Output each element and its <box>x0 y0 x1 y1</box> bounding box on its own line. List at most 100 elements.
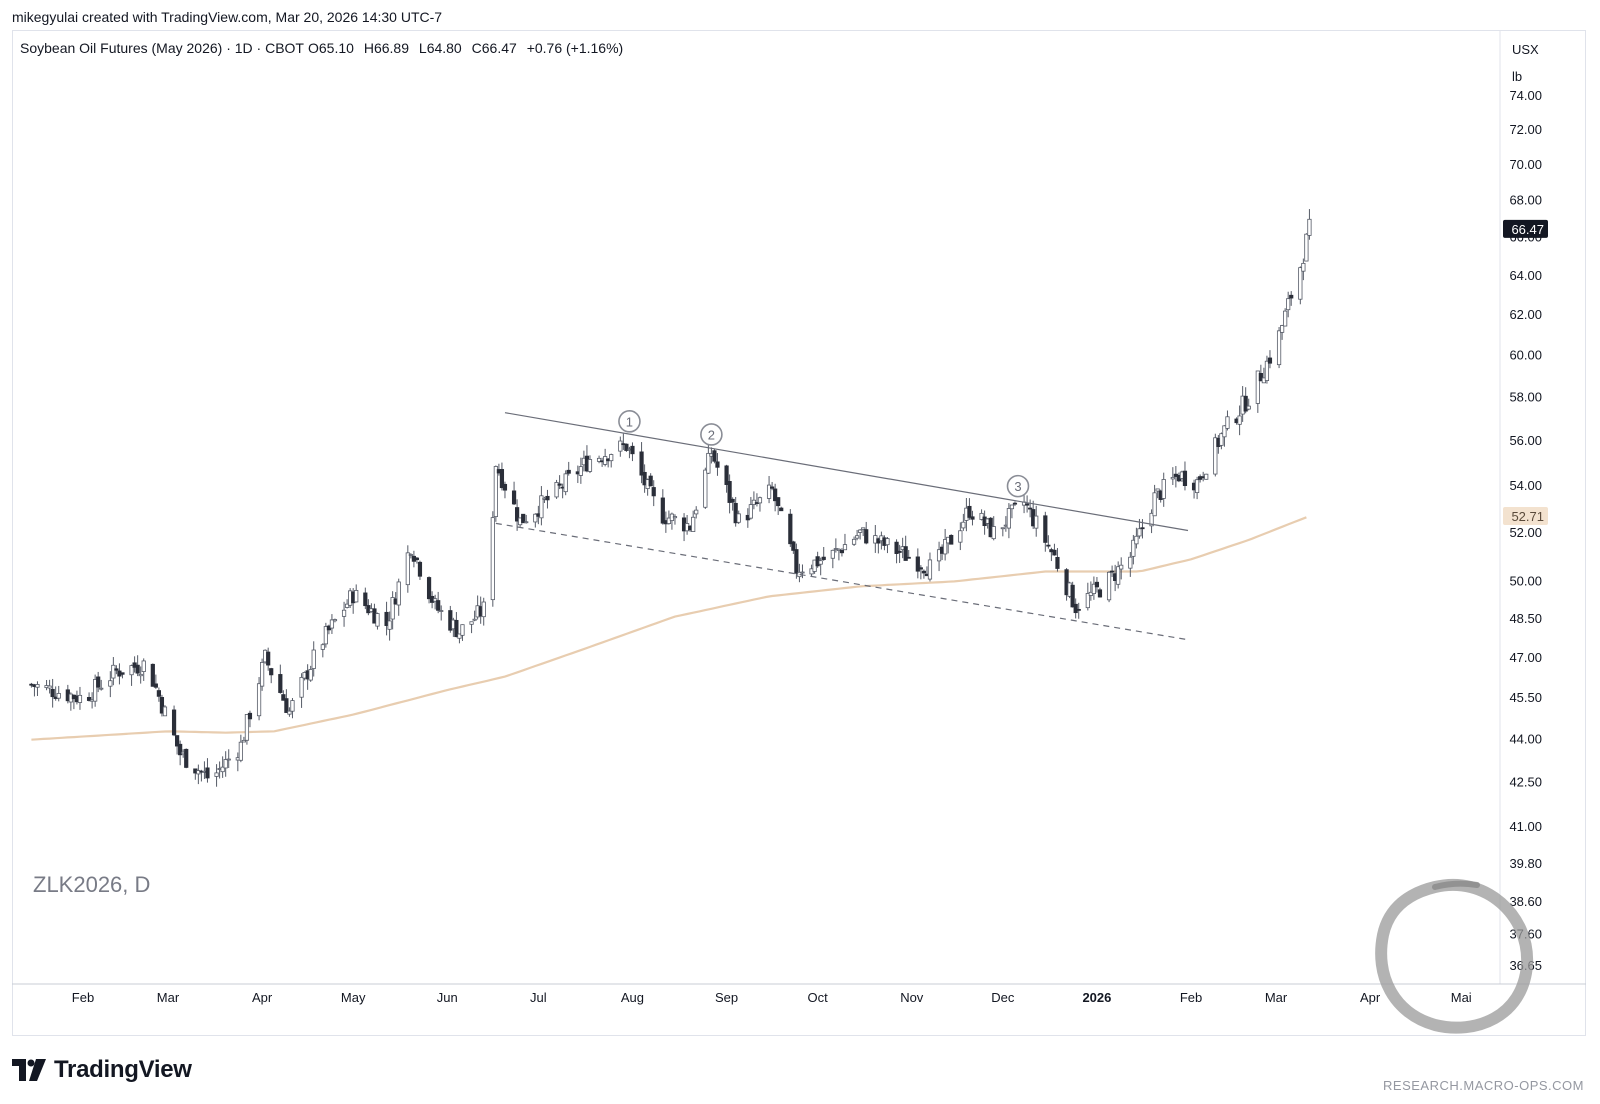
candle-up <box>472 618 477 621</box>
candle-down <box>284 698 289 713</box>
candle-up <box>396 581 401 606</box>
time-tick-label: Mar <box>1265 990 1288 1005</box>
moving-average-price-label: 52.71 <box>1511 509 1544 524</box>
candle-down <box>715 461 720 468</box>
wave-marker-2[interactable]: 2 <box>700 423 723 446</box>
candle-down <box>454 619 459 638</box>
moving-average-price-badge <box>1503 507 1548 526</box>
candle-down <box>266 651 271 666</box>
candle-up <box>943 539 948 555</box>
candle-down <box>86 697 92 701</box>
candle-down <box>906 556 911 559</box>
time-tick-label: Mai <box>1451 990 1472 1005</box>
candle-up <box>1264 360 1270 381</box>
time-axis[interactable]: Feb Mar Apr May Jun Jul Aug Sep Oct Nov Dec 2026 Feb… <box>72 990 1472 1005</box>
candle-up <box>691 516 696 532</box>
candle-down <box>156 690 161 697</box>
price-tick-label: 52.00 <box>1509 525 1542 540</box>
candle-down <box>96 676 101 688</box>
candle-up <box>858 529 863 533</box>
candle-down <box>120 672 125 675</box>
candle-up <box>1237 415 1242 425</box>
candle-down <box>1110 570 1115 573</box>
candle-up <box>1034 515 1039 529</box>
candle-up <box>99 687 104 690</box>
candle-up <box>226 758 231 761</box>
website-watermark: RESEARCH.MACRO-OPS.COM <box>1383 1078 1584 1093</box>
candle-up <box>927 559 933 580</box>
candle-up <box>936 549 942 562</box>
price-tick-label: 68.00 <box>1509 193 1542 208</box>
candle-down <box>184 748 189 768</box>
price-tick-label: 74.00 <box>1509 88 1542 103</box>
candle-up <box>1304 233 1309 262</box>
candle-up <box>554 482 559 498</box>
candle-down <box>1064 569 1069 596</box>
candle-down <box>278 674 283 693</box>
ohlc-c-value: 66.47 <box>482 40 517 56</box>
unit-label: lb <box>1512 69 1522 84</box>
wave-marker-3[interactable]: 3 <box>1006 474 1030 498</box>
candle-down <box>642 471 647 486</box>
ohlc-readout: O65.10 H66.89 L64.80 C66.47 +0.76 (+1.16… <box>308 40 623 56</box>
price-tick-label: 60.00 <box>1509 348 1542 363</box>
candle-up <box>1116 566 1121 585</box>
tradingview-logo[interactable]: TradingView <box>12 1056 192 1084</box>
wave-marker-1[interactable]: 1 <box>618 410 641 433</box>
candle-down <box>1267 357 1273 364</box>
candle-up <box>238 741 243 761</box>
candle-down <box>1046 544 1051 547</box>
candle-down <box>1073 603 1078 614</box>
candle-up <box>47 685 52 689</box>
wave-marker-label: 2 <box>708 427 715 442</box>
candle-up <box>1161 479 1166 499</box>
candle-up <box>1170 476 1175 480</box>
candle-down <box>1055 556 1060 569</box>
candle-down <box>864 529 869 544</box>
candle-up <box>1276 330 1282 366</box>
candle-down <box>150 663 155 687</box>
candle-up <box>332 619 338 622</box>
candle-up <box>35 684 40 688</box>
candle-up <box>958 530 963 543</box>
candle-up <box>408 554 413 556</box>
candle-up <box>108 680 113 687</box>
candle-up <box>1149 512 1154 527</box>
candle-down <box>779 507 784 512</box>
candle-up <box>1225 416 1230 429</box>
candle-down <box>770 486 775 489</box>
price-tick-label: 39.80 <box>1509 856 1542 871</box>
candle-up <box>800 571 805 574</box>
candle-up <box>757 497 763 504</box>
price-tick-label: 54.00 <box>1509 478 1542 493</box>
candle-up <box>961 521 966 529</box>
candle-up <box>256 683 262 717</box>
candle-down <box>712 450 717 462</box>
candle-up <box>1009 504 1015 510</box>
candle-up <box>129 665 134 676</box>
candle-down <box>730 498 735 503</box>
candle-up <box>1152 492 1157 517</box>
candles-layer <box>29 209 1312 787</box>
moving-average-line <box>31 516 1307 741</box>
candle-up <box>320 644 325 650</box>
trendline-support[interactable] <box>495 522 1189 641</box>
candle-down <box>426 577 432 600</box>
time-tick-label: Sep <box>715 990 738 1005</box>
candle-down <box>915 556 920 572</box>
candle-up <box>220 766 225 773</box>
moving-average-layer <box>31 516 1307 741</box>
candle-up <box>56 693 61 699</box>
candle-down <box>1012 502 1018 505</box>
price-tick-label: 50.00 <box>1509 573 1542 588</box>
ohlc-o-label: O <box>308 40 319 56</box>
candle-down <box>175 735 180 747</box>
candle-up <box>672 516 678 519</box>
trendline-resistance[interactable] <box>504 412 1189 532</box>
candle-up <box>596 457 602 462</box>
candle-up <box>460 624 465 636</box>
candle-up <box>1137 528 1142 537</box>
candle-down <box>1243 395 1248 412</box>
candle-down <box>1025 503 1030 506</box>
